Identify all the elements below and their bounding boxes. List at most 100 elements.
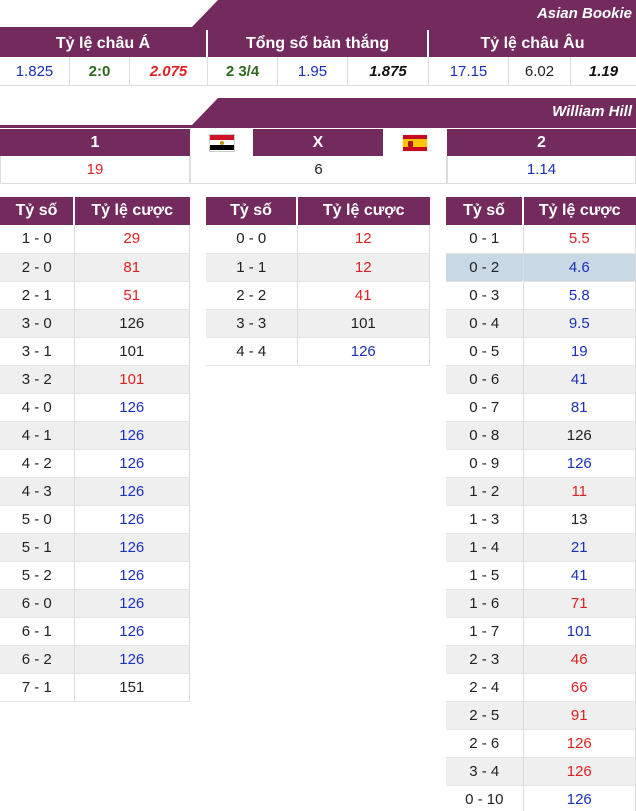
odds-value: 6.02 <box>509 57 571 85</box>
score-cell: 2 - 4 <box>446 673 524 702</box>
asian-bookie-underline <box>0 27 636 30</box>
odds-cell: 126 <box>74 393 190 422</box>
score-cell: 4 - 0 <box>0 393 75 422</box>
table-row: 2 - 1 51 <box>0 281 190 310</box>
score-cell: 1 - 5 <box>446 561 524 590</box>
score-cell: 6 - 1 <box>0 617 75 646</box>
william-hill-values: 19 6 1.14 <box>0 156 636 184</box>
table-row: 0 - 8 126 <box>446 421 636 450</box>
asian-bookie-title: Asian Bookie <box>192 0 636 27</box>
table-row: 6 - 0 126 <box>0 589 190 618</box>
score-header: Tỷ số <box>0 197 75 225</box>
score-cell: 0 - 4 <box>446 309 524 338</box>
odds-cell: 126 <box>74 309 190 338</box>
away-wins-table: Tỷ số Tỷ lệ cược 0 - 1 5.5 0 - 2 4.6 0 - 3 5.… <box>446 197 636 811</box>
odds-cell: 126 <box>74 421 190 450</box>
odds-value: 2.075 <box>130 57 208 85</box>
table-row: 3 - 1 101 <box>0 337 190 366</box>
table-row: 1 - 5 41 <box>446 561 636 590</box>
draw-odds: 6 <box>190 156 447 184</box>
score-cell: 5 - 2 <box>0 561 75 590</box>
odds-cell: 11 <box>523 477 636 506</box>
score-cell: 1 - 1 <box>206 253 298 282</box>
score-cell: 3 - 4 <box>446 757 524 786</box>
score-cell: 1 - 6 <box>446 589 524 618</box>
score-cell: 2 - 2 <box>206 281 298 310</box>
odds-cell: 51 <box>74 281 190 310</box>
odds-value: 1.825 <box>0 57 70 85</box>
table-row: 2 - 2 41 <box>206 281 430 310</box>
score-header: Tỷ số <box>206 197 298 225</box>
table-row: 3 - 0 126 <box>0 309 190 338</box>
score-cell: 2 - 0 <box>0 253 75 282</box>
odds-cell: 91 <box>523 701 636 730</box>
william-hill-underline <box>0 125 636 128</box>
odds-cell: 126 <box>74 449 190 478</box>
score-cell: 0 - 2 <box>446 253 524 282</box>
score-cell: 2 - 5 <box>446 701 524 730</box>
table-row: 0 - 9 126 <box>446 449 636 478</box>
score-cell: 3 - 0 <box>0 309 75 338</box>
william-hill-title: William Hill <box>192 98 636 125</box>
score-cell: 1 - 3 <box>446 505 524 534</box>
score-cell: 0 - 0 <box>206 225 298 254</box>
odds-cell: 151 <box>74 673 190 702</box>
odds-cell: 71 <box>523 589 636 618</box>
egypt-flag-icon <box>190 129 253 156</box>
score-cell: 0 - 5 <box>446 337 524 366</box>
table-row: 6 - 1 126 <box>0 617 190 646</box>
odds-cell: 126 <box>523 449 636 478</box>
score-cell: 4 - 1 <box>0 421 75 450</box>
odds-cell: 66 <box>523 673 636 702</box>
table-row: 1 - 7 101 <box>446 617 636 646</box>
odds-cell: 81 <box>523 393 636 422</box>
table-row: 7 - 1 151 <box>0 673 190 702</box>
odds-cell: 41 <box>523 561 636 590</box>
odds-cell: 5.8 <box>523 281 636 310</box>
home-win-label: 1 <box>0 129 190 156</box>
odds-cell: 41 <box>523 365 636 394</box>
score-cell: 0 - 3 <box>446 281 524 310</box>
score-cell: 0 - 9 <box>446 449 524 478</box>
score-cell: 1 - 4 <box>446 533 524 562</box>
asian-bookie-bar: Asian Bookie <box>0 0 636 30</box>
odds-cell: 126 <box>74 561 190 590</box>
table-row: 0 - 7 81 <box>446 393 636 422</box>
odds-cell: 126 <box>74 589 190 618</box>
odds-cell: 29 <box>74 225 190 254</box>
odds-cell: 9.5 <box>523 309 636 338</box>
score-cell: 6 - 2 <box>0 645 75 674</box>
odds-cell: 126 <box>74 505 190 534</box>
odds-cell: 101 <box>74 365 190 394</box>
odds-cell: 21 <box>523 533 636 562</box>
odds-cell: 126 <box>523 421 636 450</box>
table-row: 0 - 3 5.8 <box>446 281 636 310</box>
score-cell: 6 - 0 <box>0 589 75 618</box>
score-cell: 2 - 3 <box>446 645 524 674</box>
odds-cell: 126 <box>74 533 190 562</box>
draws-table: Tỷ số Tỷ lệ cược 0 - 0 12 1 - 1 12 2 - 2 41 3 … <box>206 197 430 366</box>
away-win-label: 2 <box>447 129 636 156</box>
asian-handicap-header: Tỷ lệ châu Á <box>0 30 208 57</box>
table-row: 4 - 3 126 <box>0 477 190 506</box>
score-header: Tỷ số <box>446 197 524 225</box>
total-goals-header: Tổng số bản thắng <box>208 30 429 57</box>
away-win-odds: 1.14 <box>447 156 636 184</box>
table-row: 1 - 4 21 <box>446 533 636 562</box>
score-cell: 3 - 3 <box>206 309 298 338</box>
table-row: 5 - 1 126 <box>0 533 190 562</box>
odds-value: 1.95 <box>278 57 348 85</box>
table-row: 0 - 4 9.5 <box>446 309 636 338</box>
table-row: 1 - 2 11 <box>446 477 636 506</box>
odds-header: Tỷ lệ cược <box>297 197 430 225</box>
odds-cell: 126 <box>74 477 190 506</box>
odds-header: Tỷ lệ cược <box>523 197 636 225</box>
odds-cell: 5.5 <box>523 225 636 254</box>
european-odds-header: Tỷ lệ châu Âu <box>480 35 585 52</box>
table-row: 0 - 5 19 <box>446 337 636 366</box>
table-row: 6 - 2 126 <box>0 645 190 674</box>
table-row: 1 - 6 71 <box>446 589 636 618</box>
score-cell: 0 - 6 <box>446 365 524 394</box>
table-row: 1 - 0 29 <box>0 225 190 254</box>
table-row: 5 - 2 126 <box>0 561 190 590</box>
